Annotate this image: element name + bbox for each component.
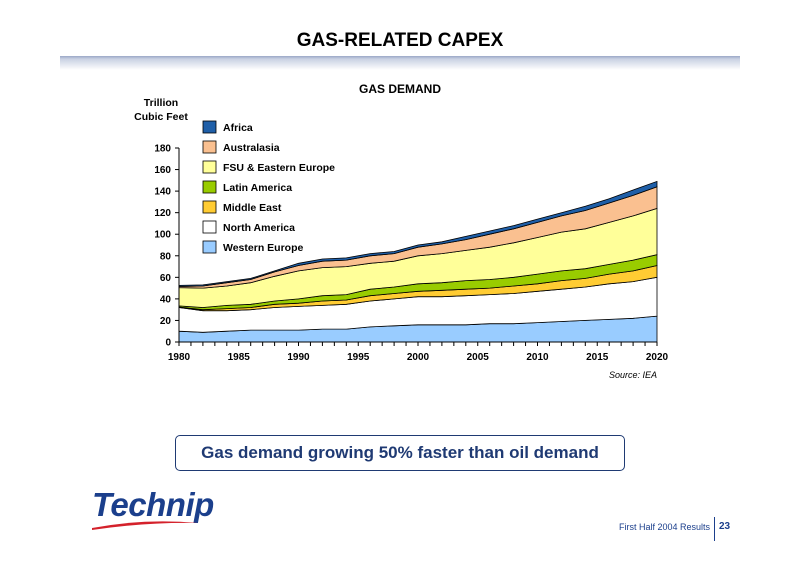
x-tick-label: 1985 — [228, 352, 251, 363]
legend-swatch-fsu-and-eastern-europe — [202, 160, 217, 174]
gas-demand-chart: GAS DEMAND Trillion Cubic Feet 0 20 40 60 80… — [134, 82, 668, 380]
area-africa — [178, 180, 658, 287]
legend-label-western-europe: Western Europe — [223, 242, 303, 254]
x-tick-label: 2015 — [586, 352, 609, 363]
legend: Africa Australasia FSU & Eastern Europe Lat… — [202, 120, 335, 254]
y-axis-label-line-2: Cubic Feet — [134, 111, 188, 123]
x-tick-label: 1995 — [347, 352, 370, 363]
x-tick-label: 1990 — [287, 352, 310, 363]
footer-text: First Half 2004 Results — [618, 522, 710, 532]
legend-swatch-africa — [202, 120, 217, 134]
callout-box: Gas demand growing 50% faster than oil d… — [175, 435, 625, 471]
y-axis-label-line-1: Trillion — [144, 97, 178, 109]
y-tick-label: 0 — [165, 338, 171, 349]
x-tick-label: 2005 — [467, 352, 490, 363]
legend-swatch-latin-america — [202, 180, 217, 194]
legend-swatch-north-america — [202, 220, 217, 234]
legend-swatch-australasia — [202, 140, 217, 154]
legend-label-fsu-and-eastern-europe: FSU & Eastern Europe — [223, 162, 335, 174]
chart-title: GAS DEMAND — [359, 82, 441, 96]
page-number: 23 — [719, 521, 731, 532]
logo-swoosh-icon — [92, 521, 198, 530]
callout-text: Gas demand growing 50% faster than oil d… — [201, 443, 599, 462]
y-tick-label: 140 — [154, 187, 171, 198]
legend-label-north-america: North America — [223, 222, 295, 234]
legend-swatch-middle-east — [202, 200, 217, 214]
y-tick-label: 80 — [160, 251, 172, 262]
x-tick-label: 2010 — [526, 352, 549, 363]
legend-label-australasia: Australasia — [223, 142, 280, 154]
x-tick-label: 2020 — [646, 352, 669, 363]
y-tick-label: 20 — [160, 316, 172, 327]
y-tick-label: 100 — [154, 230, 171, 241]
title-underline — [60, 56, 740, 70]
x-tick-label: 1980 — [168, 352, 191, 363]
y-tick-label: 160 — [154, 165, 171, 176]
y-tick-label: 120 — [154, 208, 171, 219]
page-title: GAS-RELATED CAPEX — [296, 30, 504, 51]
axes: 0 20 40 60 80 100 120 140 160 180 1980 1985 1990 1995… — [154, 144, 668, 364]
legend-swatch-western-europe — [202, 240, 217, 254]
y-tick-label: 180 — [154, 144, 171, 155]
legend-label-latin-america: Latin America — [223, 182, 292, 194]
source-note: Source: IEA — [609, 370, 657, 380]
footer-separator — [714, 517, 715, 541]
legend-label-middle-east: Middle East — [223, 202, 282, 214]
x-tick-label: 2000 — [407, 352, 430, 363]
y-tick-label: 40 — [160, 294, 172, 305]
legend-label-africa: Africa — [223, 122, 253, 134]
technip-logo: Technip — [92, 486, 214, 523]
y-tick-label: 60 — [160, 273, 172, 284]
